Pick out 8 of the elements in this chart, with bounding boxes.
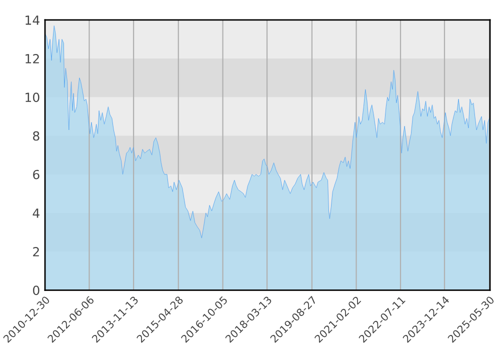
y-tick-label: 14 <box>26 16 40 25</box>
y-tick-label: 10 <box>26 92 40 102</box>
y-tick-label: 0 <box>33 286 40 296</box>
y-tick-label: 4 <box>32 208 40 218</box>
y-tick-label: 12 <box>26 54 39 64</box>
y-tick-label: 6 <box>33 170 40 180</box>
y-tick-label: 2 <box>33 247 39 256</box>
y-tick-label: 8 <box>33 131 40 141</box>
